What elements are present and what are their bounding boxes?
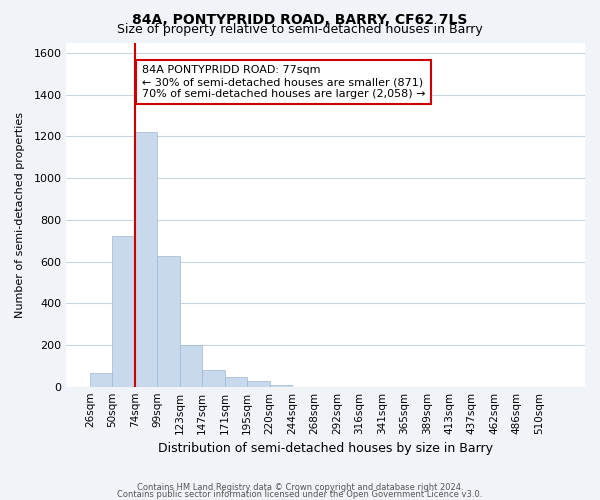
X-axis label: Distribution of semi-detached houses by size in Barry: Distribution of semi-detached houses by … bbox=[158, 442, 493, 455]
Text: Contains public sector information licensed under the Open Government Licence v3: Contains public sector information licen… bbox=[118, 490, 482, 499]
Text: 84A, PONTYPRIDD ROAD, BARRY, CF62 7LS: 84A, PONTYPRIDD ROAD, BARRY, CF62 7LS bbox=[133, 12, 467, 26]
Y-axis label: Number of semi-detached properties: Number of semi-detached properties bbox=[15, 112, 25, 318]
Text: Size of property relative to semi-detached houses in Barry: Size of property relative to semi-detach… bbox=[117, 22, 483, 36]
Bar bbox=[135, 132, 157, 386]
Bar bbox=[247, 382, 269, 386]
Bar bbox=[269, 384, 292, 386]
Bar bbox=[157, 256, 180, 386]
Text: Contains HM Land Registry data © Crown copyright and database right 2024.: Contains HM Land Registry data © Crown c… bbox=[137, 484, 463, 492]
Text: 84A PONTYPRIDD ROAD: 77sqm
← 30% of semi-detached houses are smaller (871)
70% o: 84A PONTYPRIDD ROAD: 77sqm ← 30% of semi… bbox=[142, 66, 425, 98]
Bar bbox=[112, 236, 135, 386]
Bar bbox=[90, 373, 112, 386]
Bar bbox=[180, 345, 202, 387]
Bar bbox=[224, 378, 247, 386]
Bar bbox=[202, 370, 224, 386]
